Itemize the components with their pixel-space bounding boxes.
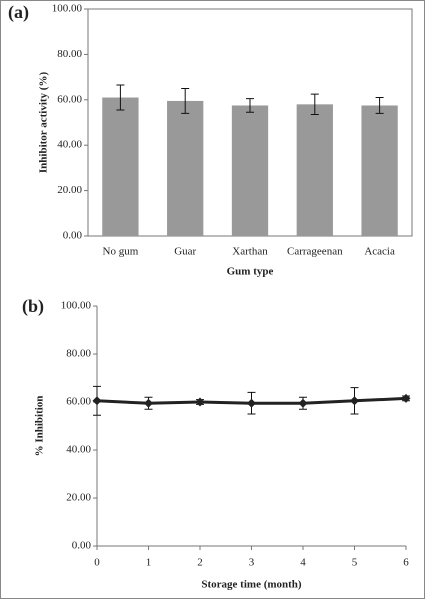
y-tick-label: 40.00 xyxy=(66,444,91,456)
y-tick-label: 40.00 xyxy=(57,139,82,151)
y-tick-label: 20.00 xyxy=(66,492,91,504)
y-axis-title: Inhibitor activity (%) xyxy=(38,72,50,174)
y-tick-label: 60.00 xyxy=(57,93,82,105)
x-axis-title: Gum type xyxy=(227,266,274,278)
x-tick-label: Xarthan xyxy=(232,246,268,258)
y-tick-label: 20.00 xyxy=(57,184,82,196)
x-tick-label: 4 xyxy=(300,557,306,569)
data-point xyxy=(247,398,256,408)
y-tick-label: 100.00 xyxy=(61,300,92,312)
x-tick-label: 3 xyxy=(249,557,255,569)
error-bar xyxy=(375,97,384,114)
x-axis-title: Storage time (month) xyxy=(201,579,302,591)
error-bar xyxy=(181,87,190,114)
error-bar xyxy=(246,98,254,113)
x-tick-label: Acacia xyxy=(364,246,395,258)
data-point xyxy=(350,396,359,406)
y-tick-label: 80.00 xyxy=(66,348,91,360)
x-tick-label: 2 xyxy=(197,557,203,569)
bar xyxy=(167,100,204,236)
bar xyxy=(231,105,269,236)
x-tick-label: 0 xyxy=(94,557,100,569)
bar xyxy=(296,104,333,236)
y-tick-label: 0.00 xyxy=(72,540,92,552)
data-point xyxy=(144,398,153,408)
x-tick-label: Carrageenan xyxy=(287,246,343,258)
error-bar xyxy=(116,84,125,111)
panel-label: (a) xyxy=(8,2,29,23)
data-point xyxy=(195,397,205,407)
y-tick-label: 60.00 xyxy=(66,396,91,408)
x-tick-label: 1 xyxy=(146,557,152,569)
data-point xyxy=(298,398,308,408)
bar xyxy=(102,97,139,236)
error-bar xyxy=(310,93,319,116)
x-tick-label: No gum xyxy=(103,246,139,258)
y-tick-label: 0.00 xyxy=(63,230,83,242)
data-point xyxy=(92,396,102,406)
x-tick-label: Guar xyxy=(174,246,196,258)
y-tick-label: 100.00 xyxy=(52,3,83,15)
x-tick-label: 6 xyxy=(403,557,409,569)
bar xyxy=(361,105,398,236)
y-tick-label: 80.00 xyxy=(57,48,82,60)
y-axis-title: % Inhibition xyxy=(34,396,46,457)
data-point xyxy=(401,393,411,403)
x-tick-label: 5 xyxy=(352,557,358,569)
panel-label: (b) xyxy=(22,296,44,317)
